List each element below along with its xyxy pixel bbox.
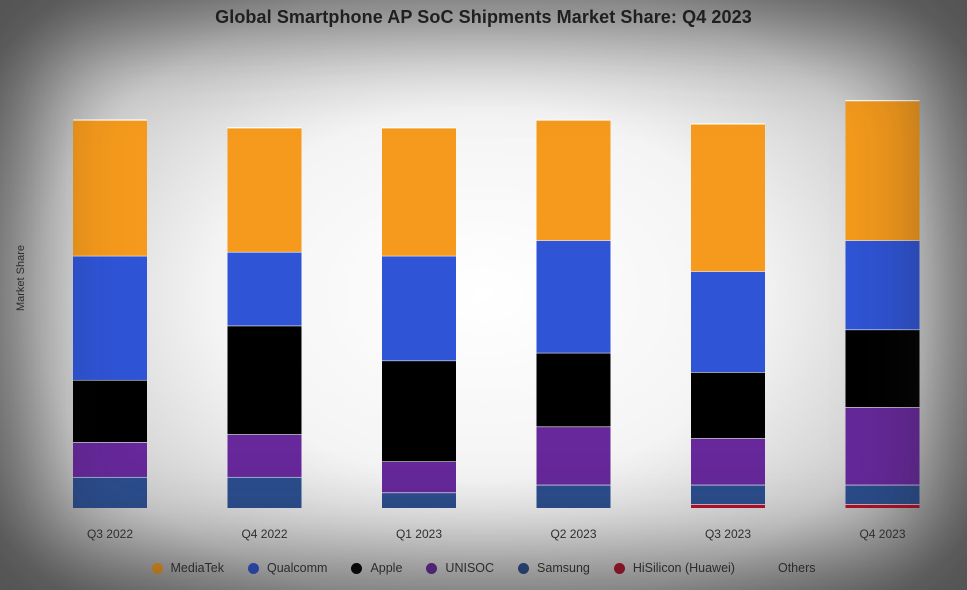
bar-qualcomm-q4-2022 — [227, 251, 302, 326]
bar-samsung-q3-2023 — [691, 484, 765, 505]
legend-label: MediaTek — [170, 561, 225, 575]
bar-apple-q1-2023 — [382, 360, 456, 462]
bar-unisoc-q2-2023 — [536, 426, 611, 485]
bar-mediatek-q4-2023 — [845, 100, 920, 241]
bar-qualcomm-q3-2023 — [691, 271, 765, 373]
bar-samsung-q3-2022 — [73, 476, 147, 508]
legend-label: Others — [777, 561, 816, 575]
bar-mediatek-q1-2023 — [382, 127, 456, 256]
bar-stack-q4-2022 — [227, 127, 302, 508]
bar-stack-q3-2022 — [73, 119, 147, 508]
bar-hisilicon-huawei-q4-2023 — [845, 504, 920, 508]
bar-unisoc-q3-2022 — [73, 442, 147, 477]
legend-item-unisoc[interactable]: UNISOC — [426, 561, 494, 575]
legend-marker-icon — [151, 562, 163, 574]
x-tick-label: Q2 2023 — [550, 527, 596, 541]
legend-label: Qualcomm — [267, 561, 328, 575]
legend-label: Apple — [370, 561, 403, 575]
bar-samsung-q4-2023 — [845, 484, 920, 505]
bar-stack-q2-2023 — [536, 119, 611, 508]
bar-stack-q1-2023 — [382, 127, 456, 508]
bar-apple-q4-2022 — [227, 325, 302, 435]
bar-samsung-q1-2023 — [382, 492, 456, 508]
bar-apple-q3-2023 — [691, 372, 765, 439]
legend-marker-icon — [248, 562, 259, 574]
bar-unisoc-q1-2023 — [382, 461, 456, 493]
legend-item-others[interactable]: Others — [758, 561, 816, 575]
x-tick-label: Q3 2022 — [87, 527, 133, 541]
legend-marker-icon — [518, 562, 530, 574]
bar-mediatek-q3-2023 — [691, 123, 765, 272]
legend-item-mediatek[interactable]: MediaTek — [151, 561, 225, 575]
chart-title: Global Smartphone AP SoC Shipments Marke… — [215, 7, 752, 27]
legend-label: HiSilicon (Huawei) — [632, 561, 735, 575]
bar-unisoc-q3-2023 — [691, 438, 765, 485]
legend-label: Samsung — [537, 561, 590, 575]
bar-stack-q4-2023 — [845, 99, 920, 508]
bar-qualcomm-q4-2023 — [845, 240, 920, 330]
x-tick-label: Q3 2023 — [705, 527, 751, 541]
legend-item-samsung[interactable]: Samsung — [518, 561, 590, 575]
x-tick-label: Q1 2023 — [396, 527, 442, 541]
bar-stack-q3-2023 — [691, 123, 765, 508]
bar-samsung-q4-2022 — [227, 476, 302, 508]
legend-marker-icon — [758, 562, 770, 574]
bar-samsung-q2-2023 — [536, 484, 611, 508]
legend-marker-icon — [351, 562, 363, 574]
legend-label: UNISOC — [445, 561, 495, 575]
legend-marker-icon — [613, 562, 625, 574]
legend: MediaTek Qualcomm Apple UNISOC Samsung HiSili… — [0, 561, 967, 575]
legend-item-hisilicon-huawei[interactable]: HiSilicon (Huawei) — [613, 561, 735, 575]
bar-qualcomm-q1-2023 — [382, 255, 456, 361]
bar-mediatek-q4-2022 — [227, 127, 302, 252]
bar-apple-q4-2023 — [845, 329, 920, 408]
bar-apple-q3-2022 — [73, 379, 147, 443]
bar-qualcomm-q2-2023 — [536, 240, 611, 353]
legend-item-apple[interactable]: Apple — [351, 561, 402, 575]
legend-marker-icon — [426, 562, 438, 574]
legend-item-qualcomm[interactable]: Qualcomm — [248, 561, 327, 575]
x-tick-label: Q4 2023 — [859, 527, 905, 541]
x-tick-label: Q4 2022 — [241, 527, 287, 541]
bar-mediatek-q3-2022 — [73, 120, 147, 256]
bar-qualcomm-q3-2022 — [73, 255, 147, 380]
bar-mediatek-q2-2023 — [536, 120, 611, 241]
bar-apple-q2-2023 — [536, 352, 611, 427]
bar-unisoc-q4-2022 — [227, 434, 302, 477]
bar-hisilicon-huawei-q3-2023 — [691, 504, 765, 508]
bar-unisoc-q4-2023 — [845, 407, 920, 485]
